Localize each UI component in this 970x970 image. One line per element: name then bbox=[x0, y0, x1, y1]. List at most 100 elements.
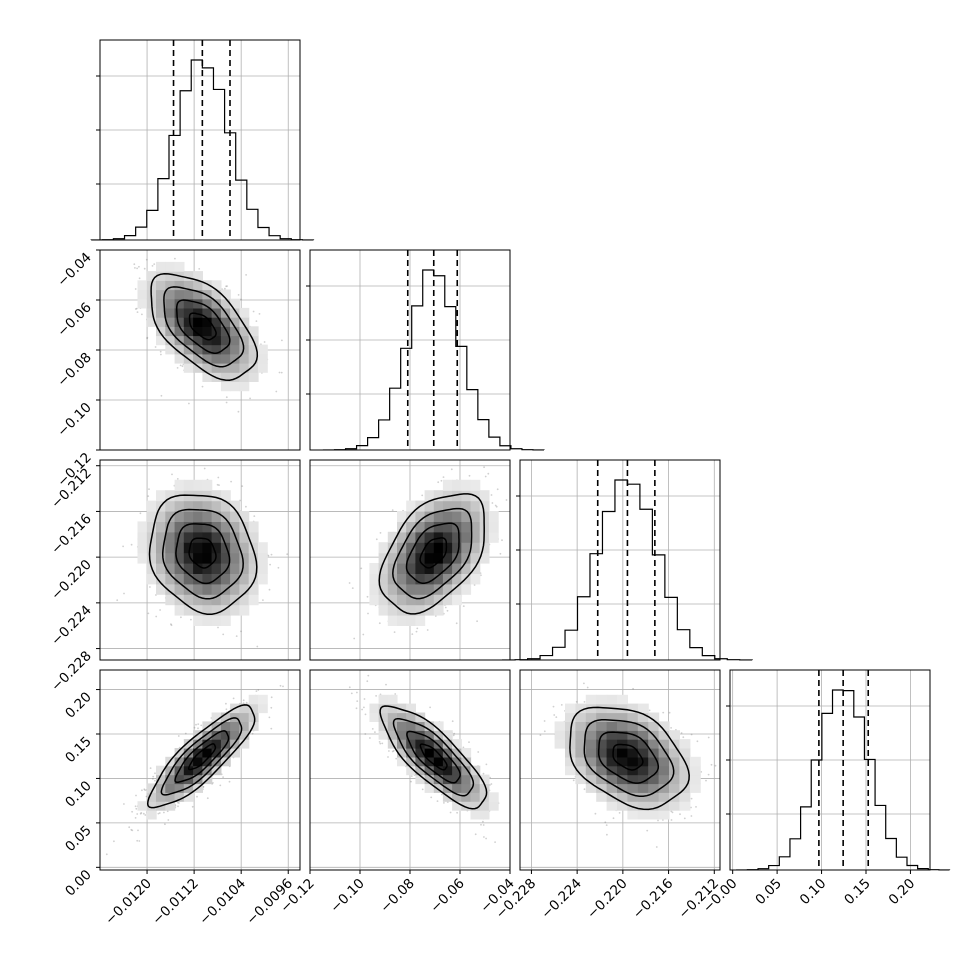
density-cell bbox=[193, 531, 203, 543]
density-cell bbox=[442, 552, 453, 564]
scatter-point bbox=[136, 813, 139, 815]
density-cell bbox=[146, 801, 157, 811]
scatter-point bbox=[116, 599, 119, 602]
scatter-panel-1-0 bbox=[96, 249, 301, 451]
density-cell bbox=[424, 542, 435, 554]
density-cell bbox=[202, 542, 213, 554]
density-cell bbox=[387, 583, 398, 595]
scatter-point bbox=[113, 840, 115, 843]
scatter-point bbox=[160, 394, 163, 397]
density-cell bbox=[211, 552, 222, 564]
density-cell bbox=[452, 511, 462, 522]
scatter-point bbox=[480, 823, 482, 826]
scatter-point bbox=[157, 812, 160, 815]
density-cell bbox=[156, 271, 166, 281]
density-cell bbox=[220, 363, 231, 373]
contour-3-0-2 bbox=[160, 717, 243, 796]
density-cell bbox=[174, 261, 185, 272]
scatter-point bbox=[468, 457, 470, 459]
density-cell bbox=[220, 594, 231, 606]
scatter-point bbox=[268, 588, 271, 591]
density-cell bbox=[248, 594, 259, 606]
density-cell bbox=[424, 531, 435, 543]
scatter-point bbox=[179, 364, 182, 367]
density-cell bbox=[461, 583, 472, 595]
scatter-point bbox=[196, 795, 198, 798]
density-cell bbox=[146, 307, 157, 318]
density-cell bbox=[239, 712, 250, 722]
scatter-point bbox=[152, 778, 154, 780]
density-cell bbox=[433, 511, 444, 522]
density-cell bbox=[211, 563, 222, 574]
density-cell bbox=[202, 573, 213, 585]
scatter-point bbox=[437, 481, 440, 484]
density-cell bbox=[137, 280, 148, 291]
density-cell bbox=[470, 521, 481, 533]
density-cell bbox=[156, 573, 166, 585]
density-cell bbox=[183, 326, 194, 337]
density-cell bbox=[433, 573, 444, 585]
density-cell bbox=[146, 792, 157, 802]
scatter-point bbox=[453, 732, 456, 735]
scatter-point bbox=[130, 828, 133, 831]
density-cell bbox=[146, 783, 157, 793]
density-cell bbox=[156, 289, 166, 300]
density-cell bbox=[211, 344, 222, 355]
density-cell bbox=[461, 552, 472, 564]
density-cell bbox=[230, 521, 240, 533]
density-cell bbox=[137, 542, 148, 554]
scatter-point bbox=[270, 727, 273, 730]
density-cell bbox=[220, 712, 231, 722]
contour-2-0-0 bbox=[188, 537, 217, 569]
scatter-point bbox=[451, 720, 454, 723]
density-cell bbox=[433, 531, 444, 543]
density-cell bbox=[220, 604, 231, 616]
density-cell bbox=[461, 490, 472, 502]
density-cell bbox=[479, 552, 490, 564]
density-cell bbox=[415, 604, 426, 616]
scatter-point bbox=[415, 630, 418, 633]
scatter-point bbox=[442, 476, 445, 478]
density-cell bbox=[220, 335, 231, 346]
density-cell bbox=[165, 563, 176, 574]
density-cell bbox=[193, 289, 203, 300]
density-cell bbox=[156, 552, 166, 564]
density-cell bbox=[369, 583, 380, 595]
scatter-point bbox=[496, 488, 499, 491]
density-cell bbox=[257, 563, 268, 574]
scatter-point bbox=[174, 257, 176, 260]
density-cell bbox=[193, 511, 203, 522]
scatter-point bbox=[426, 629, 429, 631]
density-cell bbox=[193, 573, 203, 585]
scatter-point bbox=[245, 274, 248, 276]
scatter-point bbox=[362, 633, 365, 636]
scatter-point bbox=[410, 775, 413, 777]
density-cell bbox=[193, 563, 203, 574]
density-cell bbox=[146, 810, 157, 820]
density-cell bbox=[202, 372, 213, 382]
scatter-point bbox=[253, 515, 256, 517]
density-cell bbox=[415, 594, 426, 606]
density-cell bbox=[488, 521, 499, 533]
density-cell bbox=[183, 765, 194, 776]
density-cell bbox=[230, 363, 240, 373]
density-cell bbox=[156, 542, 166, 554]
density-cell bbox=[211, 317, 222, 327]
density-cell bbox=[156, 765, 166, 776]
density-cell bbox=[452, 594, 462, 606]
density-cell bbox=[202, 326, 213, 337]
density-cell bbox=[387, 615, 398, 626]
scatter-point bbox=[170, 624, 173, 627]
scatter-point bbox=[249, 397, 252, 400]
scatter-point bbox=[138, 265, 140, 268]
density-cell bbox=[211, 280, 222, 291]
density-cell bbox=[156, 335, 166, 346]
scatter-point bbox=[195, 723, 197, 726]
scatter-point bbox=[367, 612, 369, 615]
density-cell bbox=[424, 521, 435, 533]
scatter-point bbox=[197, 723, 200, 725]
density-cell bbox=[211, 594, 222, 606]
scatter-point bbox=[468, 741, 470, 743]
density-cell bbox=[202, 344, 213, 355]
density-cell bbox=[165, 280, 176, 291]
